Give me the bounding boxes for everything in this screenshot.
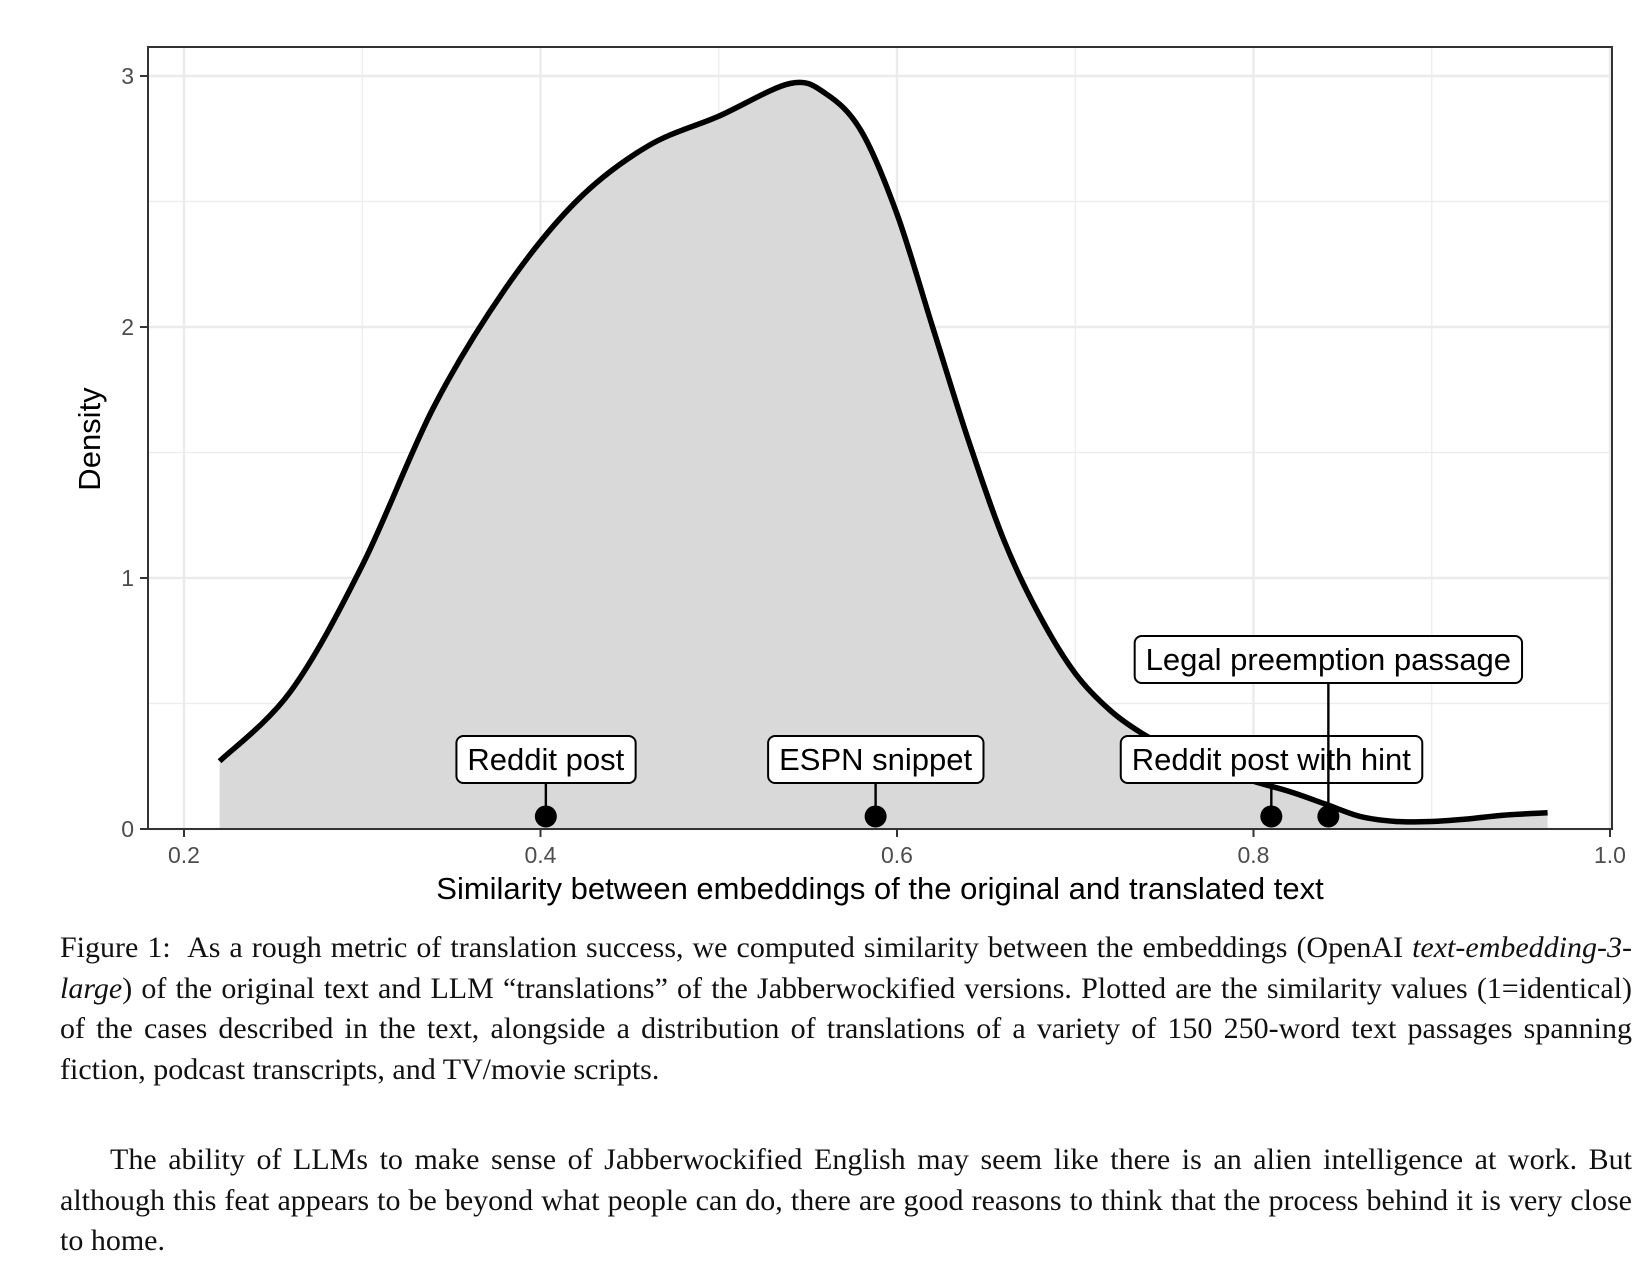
point-annotation: Reddit post: [455, 735, 637, 828]
point-annotation: Legal preemption passage: [1133, 635, 1524, 828]
figure-caption: Figure 1: As a rough metric of translati…: [60, 928, 1632, 1090]
density-figure: 0.2 0.4 0.6 0.8 1.0 0 1 2 3 Reddit post ESPN snip…: [72, 46, 1626, 906]
x-tick-label: 0.2: [168, 842, 200, 868]
x-tick-label: 0.6: [881, 842, 913, 868]
point-label: ESPN snippet: [779, 742, 972, 777]
y-axis-title: Density: [72, 387, 107, 491]
data-point: [534, 805, 557, 828]
density-area: [219, 82, 1548, 829]
caption-text-after: ) of the original text and LLM “translat…: [60, 971, 1632, 1086]
data-point: [1317, 805, 1340, 828]
caption-label: Figure 1:: [60, 931, 171, 964]
caption-model-name: text-embedding-3-large: [60, 931, 1632, 1005]
density-curve: [217, 79, 1548, 825]
data-point: [864, 805, 887, 828]
x-tick-label: 0.8: [1238, 842, 1270, 868]
caption-text-before: As a rough metric of translation success…: [187, 931, 1404, 964]
y-tick-label: 1: [121, 565, 134, 591]
x-tick-label: 0.4: [525, 842, 557, 868]
point-label: Reddit post with hint: [1132, 742, 1412, 777]
axis-ticks: 0.2 0.4 0.6 0.8 1.0 0 1 2 3: [121, 63, 1626, 868]
panel-border: [147, 46, 1613, 830]
body-paragraph: The ability of LLMs to make sense of Jab…: [60, 1143, 1632, 1257]
data-point: [1260, 805, 1283, 828]
point-annotation: Reddit post with hint: [1119, 735, 1424, 828]
point-label: Legal preemption passage: [1146, 642, 1511, 677]
point-annotations: Reddit post ESPN snippet Reddit post with …: [455, 635, 1524, 828]
point-label: Reddit post: [467, 742, 624, 777]
y-tick-label: 3: [121, 63, 134, 89]
y-tick-label: 0: [121, 816, 134, 842]
x-axis-title: Similarity between embeddings of the ori…: [436, 871, 1324, 906]
point-annotation: ESPN snippet: [767, 735, 985, 828]
x-tick-label: 1.0: [1594, 842, 1626, 868]
y-tick-label: 2: [121, 314, 134, 340]
